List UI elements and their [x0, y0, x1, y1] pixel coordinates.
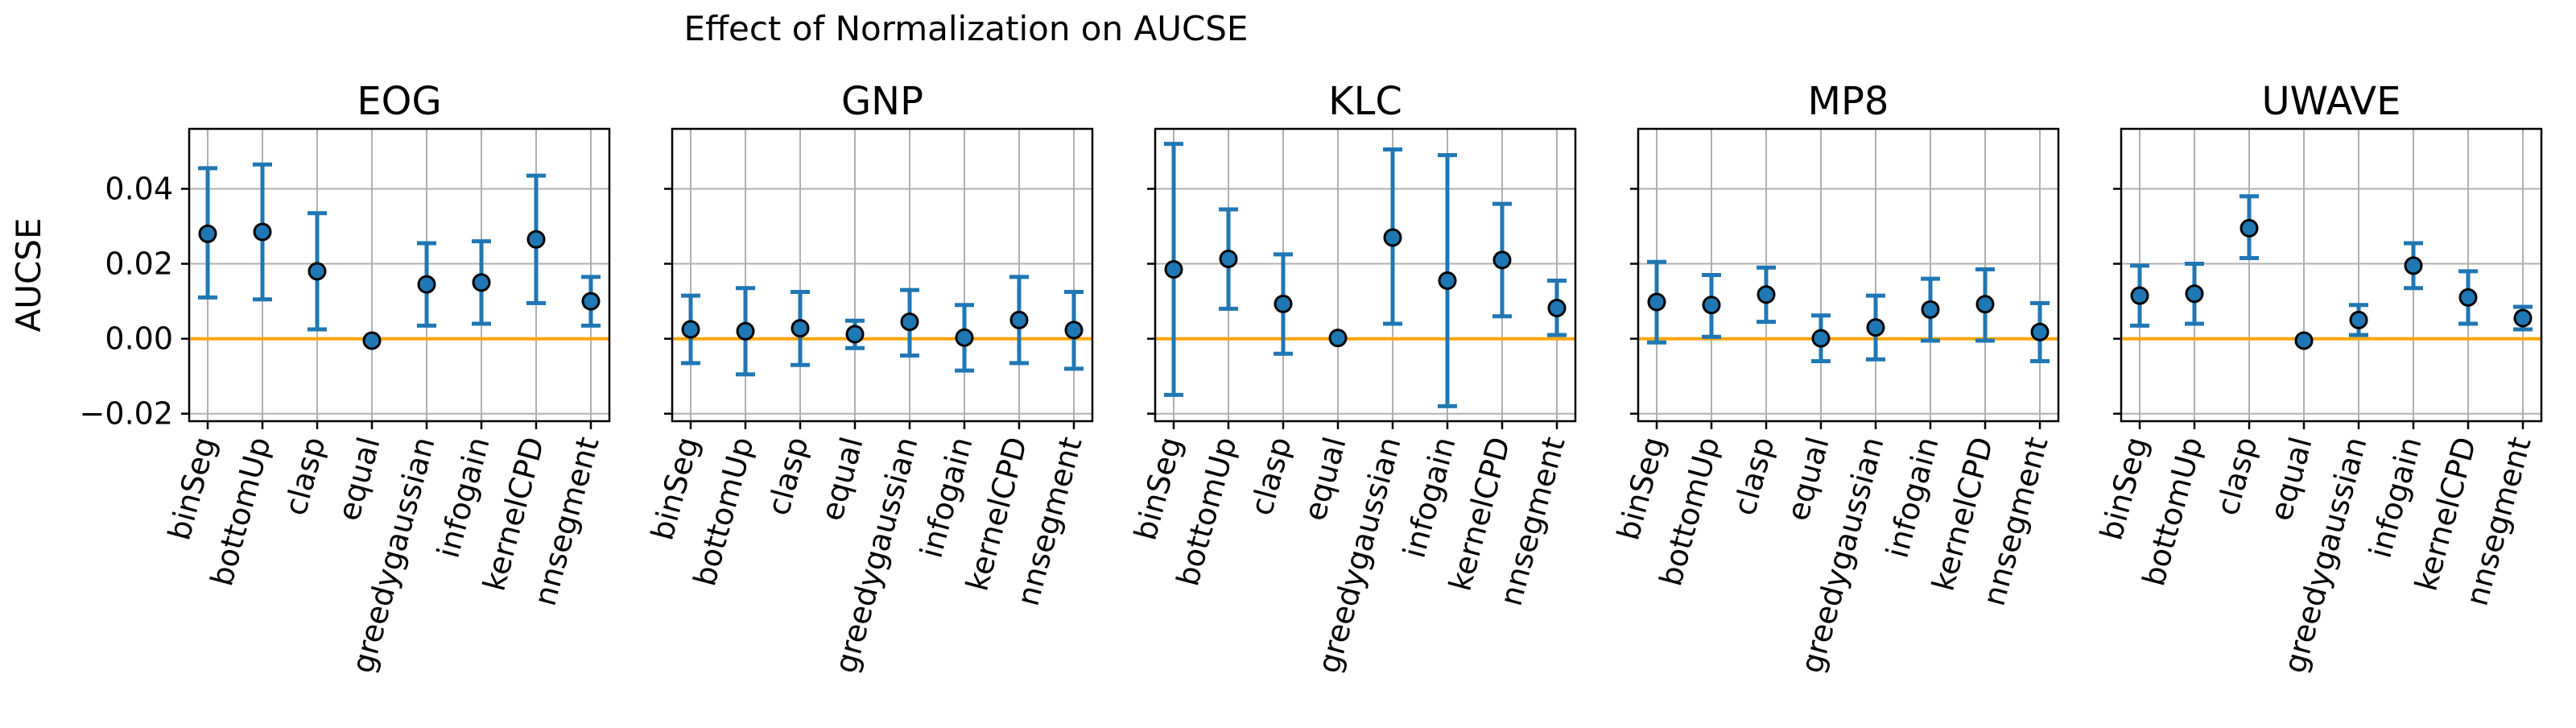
- panel-uwave-point-equal: [2294, 331, 2314, 350]
- panel-gnp-point-equal: [845, 325, 865, 344]
- panel-klc-point-clasp: [1274, 294, 1293, 313]
- panel-klc-title: KLC: [1328, 79, 1402, 124]
- panel-gnp-point-infogain: [955, 328, 974, 347]
- panel-uwave-xtick-label-equal: equal: [2263, 433, 2319, 524]
- panel-mp8-point-kernelCPD: [1975, 295, 1995, 314]
- panel-eog-xtick-label-infogain: infogain: [431, 433, 497, 561]
- panel-eog-point-clasp: [308, 262, 327, 281]
- panel-uwave-point-bottomUp: [2185, 284, 2204, 304]
- panel-gnp-xtick-label-equal: equal: [814, 433, 870, 524]
- panel-uwave-point-clasp: [2240, 218, 2259, 238]
- panel-klc-point-binSeg: [1164, 260, 1183, 279]
- panel-eog-axes-frame: [188, 127, 611, 423]
- panel-gnp-axes-frame: [671, 127, 1094, 423]
- panel-klc-point-greedygaussian: [1383, 228, 1402, 247]
- figure-title: Effect of Normalization on AUCSE: [684, 9, 1249, 48]
- panel-eog-ytick-label: 0.02: [105, 246, 173, 282]
- panel-mp8-axes-frame: [1637, 127, 2060, 423]
- panel-klc-xtick-label-binSeg: binSeg: [1127, 433, 1188, 544]
- panel-gnp-xtick-label-binSeg: binSeg: [644, 433, 705, 544]
- panel-gnp-point-kernelCPD: [1009, 310, 1029, 329]
- panel-klc-point-bottomUp: [1219, 249, 1238, 268]
- panel-gnp-xtick-label-infogain: infogain: [914, 433, 980, 561]
- panel-mp8-point-equal: [1811, 329, 1831, 348]
- panel-mp8-title: MP8: [1808, 79, 1889, 124]
- panel-mp8-point-infogain: [1921, 300, 1940, 319]
- panel-uwave-point-infogain: [2404, 256, 2423, 275]
- panel-gnp-point-nnsegment: [1064, 321, 1084, 340]
- panel-klc-xtick-label-clasp: clasp: [1244, 433, 1298, 519]
- panel-klc-axes-frame: [1154, 127, 1577, 423]
- panel-klc-point-nnsegment: [1547, 298, 1567, 317]
- panel-klc-point-kernelCPD: [1492, 250, 1512, 270]
- panel-mp8-point-nnsegment: [2030, 322, 2050, 341]
- panel-mp8-point-clasp: [1757, 285, 1776, 304]
- panel-mp8-xtick-label-infogain: infogain: [1880, 433, 1946, 561]
- panel-eog-point-kernelCPD: [526, 230, 546, 249]
- panel-mp8-xtick-label-clasp: clasp: [1727, 433, 1781, 519]
- panel-eog-ytick-label: 0.04: [105, 171, 173, 206]
- panel-gnp-xtick-label-clasp: clasp: [761, 433, 815, 519]
- panel-eog-point-greedygaussian: [417, 275, 436, 294]
- panel-mp8-xtick-label-equal: equal: [1780, 433, 1836, 524]
- panel-uwave-xtick-label-infogain: infogain: [2363, 433, 2429, 561]
- panel-mp8-point-greedygaussian: [1866, 318, 1885, 337]
- panel-eog-ytick-label: 0.00: [105, 321, 173, 357]
- panel-uwave-point-nnsegment: [2513, 308, 2533, 328]
- panel-eog-point-binSeg: [198, 224, 217, 243]
- panel-gnp-title: GNP: [841, 79, 923, 124]
- panel-eog-xtick-label-binSeg: binSeg: [161, 433, 222, 544]
- panel-eog-point-infogain: [472, 273, 491, 292]
- panel-gnp-point-greedygaussian: [900, 312, 919, 332]
- panel-eog-point-equal: [362, 331, 382, 350]
- panel-eog-xtick-label-clasp: clasp: [278, 433, 332, 519]
- panel-uwave-title: UWAVE: [2262, 79, 2401, 124]
- panel-eog-title: EOG: [357, 79, 441, 124]
- panel-uwave-point-binSeg: [2130, 286, 2149, 305]
- panel-gnp-point-clasp: [791, 319, 810, 338]
- panel-mp8-point-binSeg: [1647, 292, 1666, 312]
- panel-uwave-xtick-label-clasp: clasp: [2210, 433, 2264, 519]
- panel-eog-ylabel: AUCSE: [9, 218, 48, 333]
- panel-klc-xtick-label-infogain: infogain: [1397, 433, 1463, 561]
- panel-uwave-point-greedygaussian: [2349, 310, 2368, 329]
- panel-mp8-xtick-label-binSeg: binSeg: [1610, 433, 1671, 544]
- panel-uwave-xtick-label-binSeg: binSeg: [2093, 433, 2154, 544]
- panel-eog-xtick-label-equal: equal: [331, 433, 387, 524]
- panel-uwave-point-kernelCPD: [2458, 287, 2478, 307]
- panel-klc-point-infogain: [1438, 271, 1457, 290]
- panel-gnp-point-binSeg: [681, 320, 700, 339]
- panel-eog-point-bottomUp: [253, 222, 272, 242]
- panel-eog-ytick-label: −0.02: [80, 396, 173, 432]
- panel-klc-xtick-label-equal: equal: [1297, 433, 1353, 524]
- panel-uwave-axes-frame: [2120, 127, 2543, 423]
- panel-gnp-point-bottomUp: [736, 321, 755, 341]
- panel-eog-point-nnsegment: [581, 292, 601, 311]
- panel-mp8-point-bottomUp: [1702, 296, 1721, 315]
- panel-klc-point-equal: [1328, 329, 1348, 348]
